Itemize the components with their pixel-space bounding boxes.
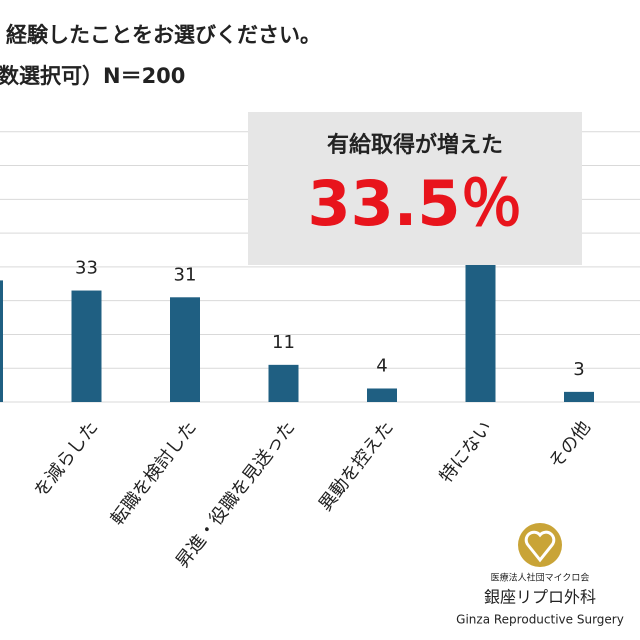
- bar: [0, 280, 3, 402]
- annotation-box: [248, 112, 582, 265]
- chart-title: 経験したことをお選びください。: [6, 23, 321, 47]
- bar: [268, 364, 299, 402]
- logo-org: 医療法人社団マイクロ会: [491, 572, 590, 584]
- logo-heart: [524, 530, 556, 563]
- annotation-value: 33.5％: [308, 167, 523, 240]
- logo-name: 銀座リプロ外科: [484, 588, 596, 607]
- logo-name-en: Ginza Reproductive Surgery: [456, 613, 624, 627]
- x-tick-label: 異動を控えた: [315, 417, 398, 515]
- annotation-label: 有給取得が増えた: [327, 132, 503, 158]
- bar: [170, 297, 200, 402]
- bar: [564, 391, 594, 402]
- x-tick-label: を減らした: [30, 417, 102, 501]
- bar: [71, 290, 102, 402]
- bar: [465, 239, 496, 402]
- value-label: 33: [75, 258, 98, 279]
- value-label: 3: [573, 359, 584, 380]
- bar: [367, 388, 397, 402]
- x-tick-label: 特にない: [436, 417, 497, 487]
- value-label: 4: [376, 355, 387, 376]
- x-tick-label: 転職を検討した: [107, 417, 201, 529]
- x-tick-label: その他: [545, 417, 595, 472]
- value-label: 11: [272, 332, 295, 353]
- chart-subtitle: 数選択可）N＝200: [0, 64, 185, 88]
- logo: 医療法人社団マイクロ会 銀座リプロ外科 Ginza Reproductive S…: [456, 523, 624, 627]
- value-label: 31: [174, 264, 197, 285]
